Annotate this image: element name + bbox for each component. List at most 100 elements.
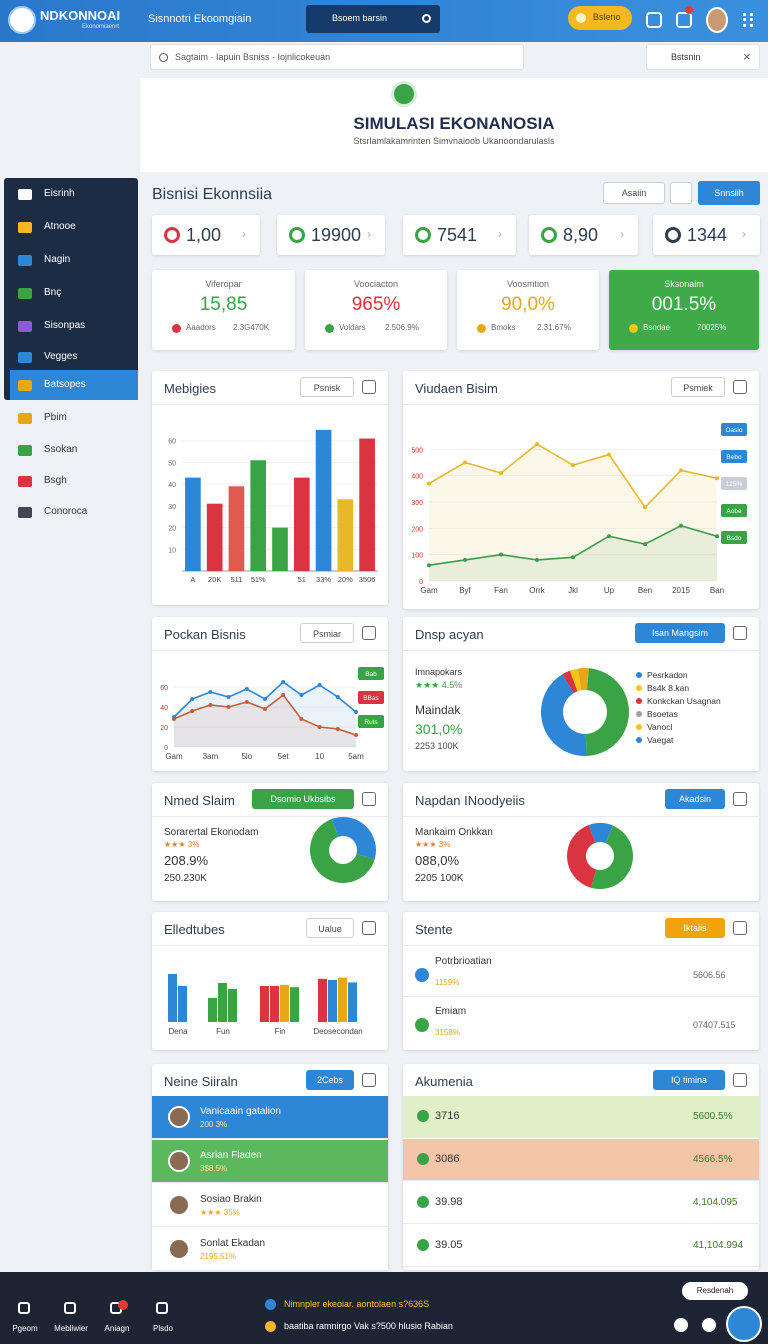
panel-button[interactable]: 2Cebs [306,1070,354,1090]
nav-item[interactable]: Vegges [44,351,78,362]
panel-icon[interactable] [362,921,376,935]
nav-icon[interactable] [18,507,32,518]
point [427,563,431,568]
nav-item[interactable]: Conoroca [44,506,88,517]
panel-icon[interactable] [362,380,376,394]
nav-item[interactable]: Ssokan [44,444,78,455]
fab[interactable] [726,1306,762,1342]
panel-button[interactable]: Psnisk [300,377,354,397]
nav-icon[interactable] [18,445,32,456]
page-heading: Bisnisi Ekonnsiia [152,186,273,203]
nav-icon[interactable] [18,255,32,266]
hero-subtitle: Stsrlamlakamrinten Simvnaioob Ukanoondar… [353,136,555,146]
nav-item[interactable]: Nagin [44,254,71,265]
search-input[interactable]: Sagtaim · Iapuin Bsniss · Iojnlicokeuan [150,44,524,70]
panel-icon[interactable] [362,626,376,640]
x-tick-label: 2015 [672,586,690,595]
close: × [743,49,751,64]
nav-item[interactable]: Sisonpas [44,320,86,331]
filter-button[interactable]: Asaiin [603,182,665,204]
panel-button[interactable]: Psmiek [671,377,725,397]
divider [152,816,388,817]
nav-label[interactable]: Pgeom [12,1324,38,1333]
panel-button[interactable]: Iktaiis [665,918,725,938]
hero: SIMULASI EKONANOSIA Stsrlamlakamrinten Si… [140,78,768,172]
label: Bsleno [593,12,621,22]
panel-button[interactable]: Akadsin [665,789,725,809]
filter-input[interactable]: Bstsnin × [646,44,760,70]
percent: 208.9% [164,853,209,868]
nav-icon[interactable] [18,1302,30,1314]
search-button[interactable]: Bsoem barsin [306,5,440,33]
panel-button[interactable]: Ualue [306,918,354,938]
icon[interactable] [674,1318,688,1332]
bar [260,986,269,1022]
menu-icon[interactable] [743,13,753,27]
area [174,695,356,747]
chevron-button[interactable] [670,182,692,204]
panel-button[interactable]: Dsomio Ukbsibs [252,789,354,809]
nav-item[interactable]: Bsgh [44,475,67,486]
icon[interactable] [646,12,662,28]
icon[interactable] [676,12,692,28]
point [463,557,467,562]
row-title: Emiam [435,1006,467,1017]
panel-button[interactable]: Psmiar [300,623,354,643]
nav-icon[interactable] [18,321,32,332]
stat-value: 90,0% [501,294,555,315]
nav-icon[interactable] [18,380,32,391]
divider [152,650,388,651]
panel-icon[interactable] [362,1073,376,1087]
panel-button[interactable]: Isan Mangsim [635,623,725,643]
panel-icon[interactable] [733,380,747,394]
nav-item[interactable]: Atnooe [44,221,76,232]
nav-item[interactable]: Pbim [44,412,67,423]
action-button[interactable]: Snnsiih [698,181,760,205]
bottom-bar: Pgeom Mebliwier Aniagn Plsdo Nimnpler ekeoia… [0,1272,768,1344]
nav-item[interactable]: Eisrinh [44,188,75,199]
stat-card: Viferopar 15,85 Aaadors 2.3G470K [152,270,295,350]
bar [178,986,187,1022]
bottom-button[interactable]: Resdenah [682,1282,748,1300]
nav-icon[interactable] [18,476,32,487]
icon[interactable] [702,1318,716,1332]
panel-icon[interactable] [733,792,747,806]
nav-icon[interactable] [156,1302,168,1314]
point [427,481,431,486]
row-icon [415,1018,429,1032]
pill-button[interactable]: Bsleno [568,6,632,30]
nav-icon[interactable] [18,189,32,200]
nav-item[interactable]: Bnç [44,287,62,298]
rating: ★★★ 3% [164,840,200,849]
area [174,682,356,747]
nav-item[interactable]: Batsopes [44,379,86,390]
panel-icon[interactable] [733,1073,747,1087]
stat-note: Aaadors [186,323,216,332]
panel-icon[interactable] [362,792,376,806]
panel: Elledtubes Ualue Dena Fun Fin Deosecondan [152,912,388,1050]
row [152,1140,388,1183]
point [715,534,719,539]
divider [403,996,759,997]
x-tick-label: Up [604,586,615,595]
stat-extra: 2.3G470K [233,323,270,332]
amount: 2253 100K [415,741,459,751]
panel-button[interactable]: IQ timina [653,1070,725,1090]
avatar[interactable] [706,7,728,33]
tag-label: Aobe [726,508,742,515]
nav-icon[interactable] [18,413,32,424]
nav-icon[interactable] [18,288,32,299]
nav-label[interactable]: Mebliwier [54,1324,88,1333]
nav-label[interactable]: Plsdo [152,1324,173,1333]
x-tick-label: 20K [208,575,221,584]
point [244,687,249,691]
panel-icon[interactable] [733,921,747,935]
nav-label[interactable]: Aniagn [104,1324,130,1333]
panel-icon[interactable] [733,626,747,640]
legend-label: Vanocl [647,722,672,732]
bar [206,503,223,571]
nav-icon[interactable] [18,222,32,233]
nav-icon[interactable] [64,1302,76,1314]
row-value: 5606.56 [693,970,726,980]
nav-icon[interactable] [18,352,32,363]
